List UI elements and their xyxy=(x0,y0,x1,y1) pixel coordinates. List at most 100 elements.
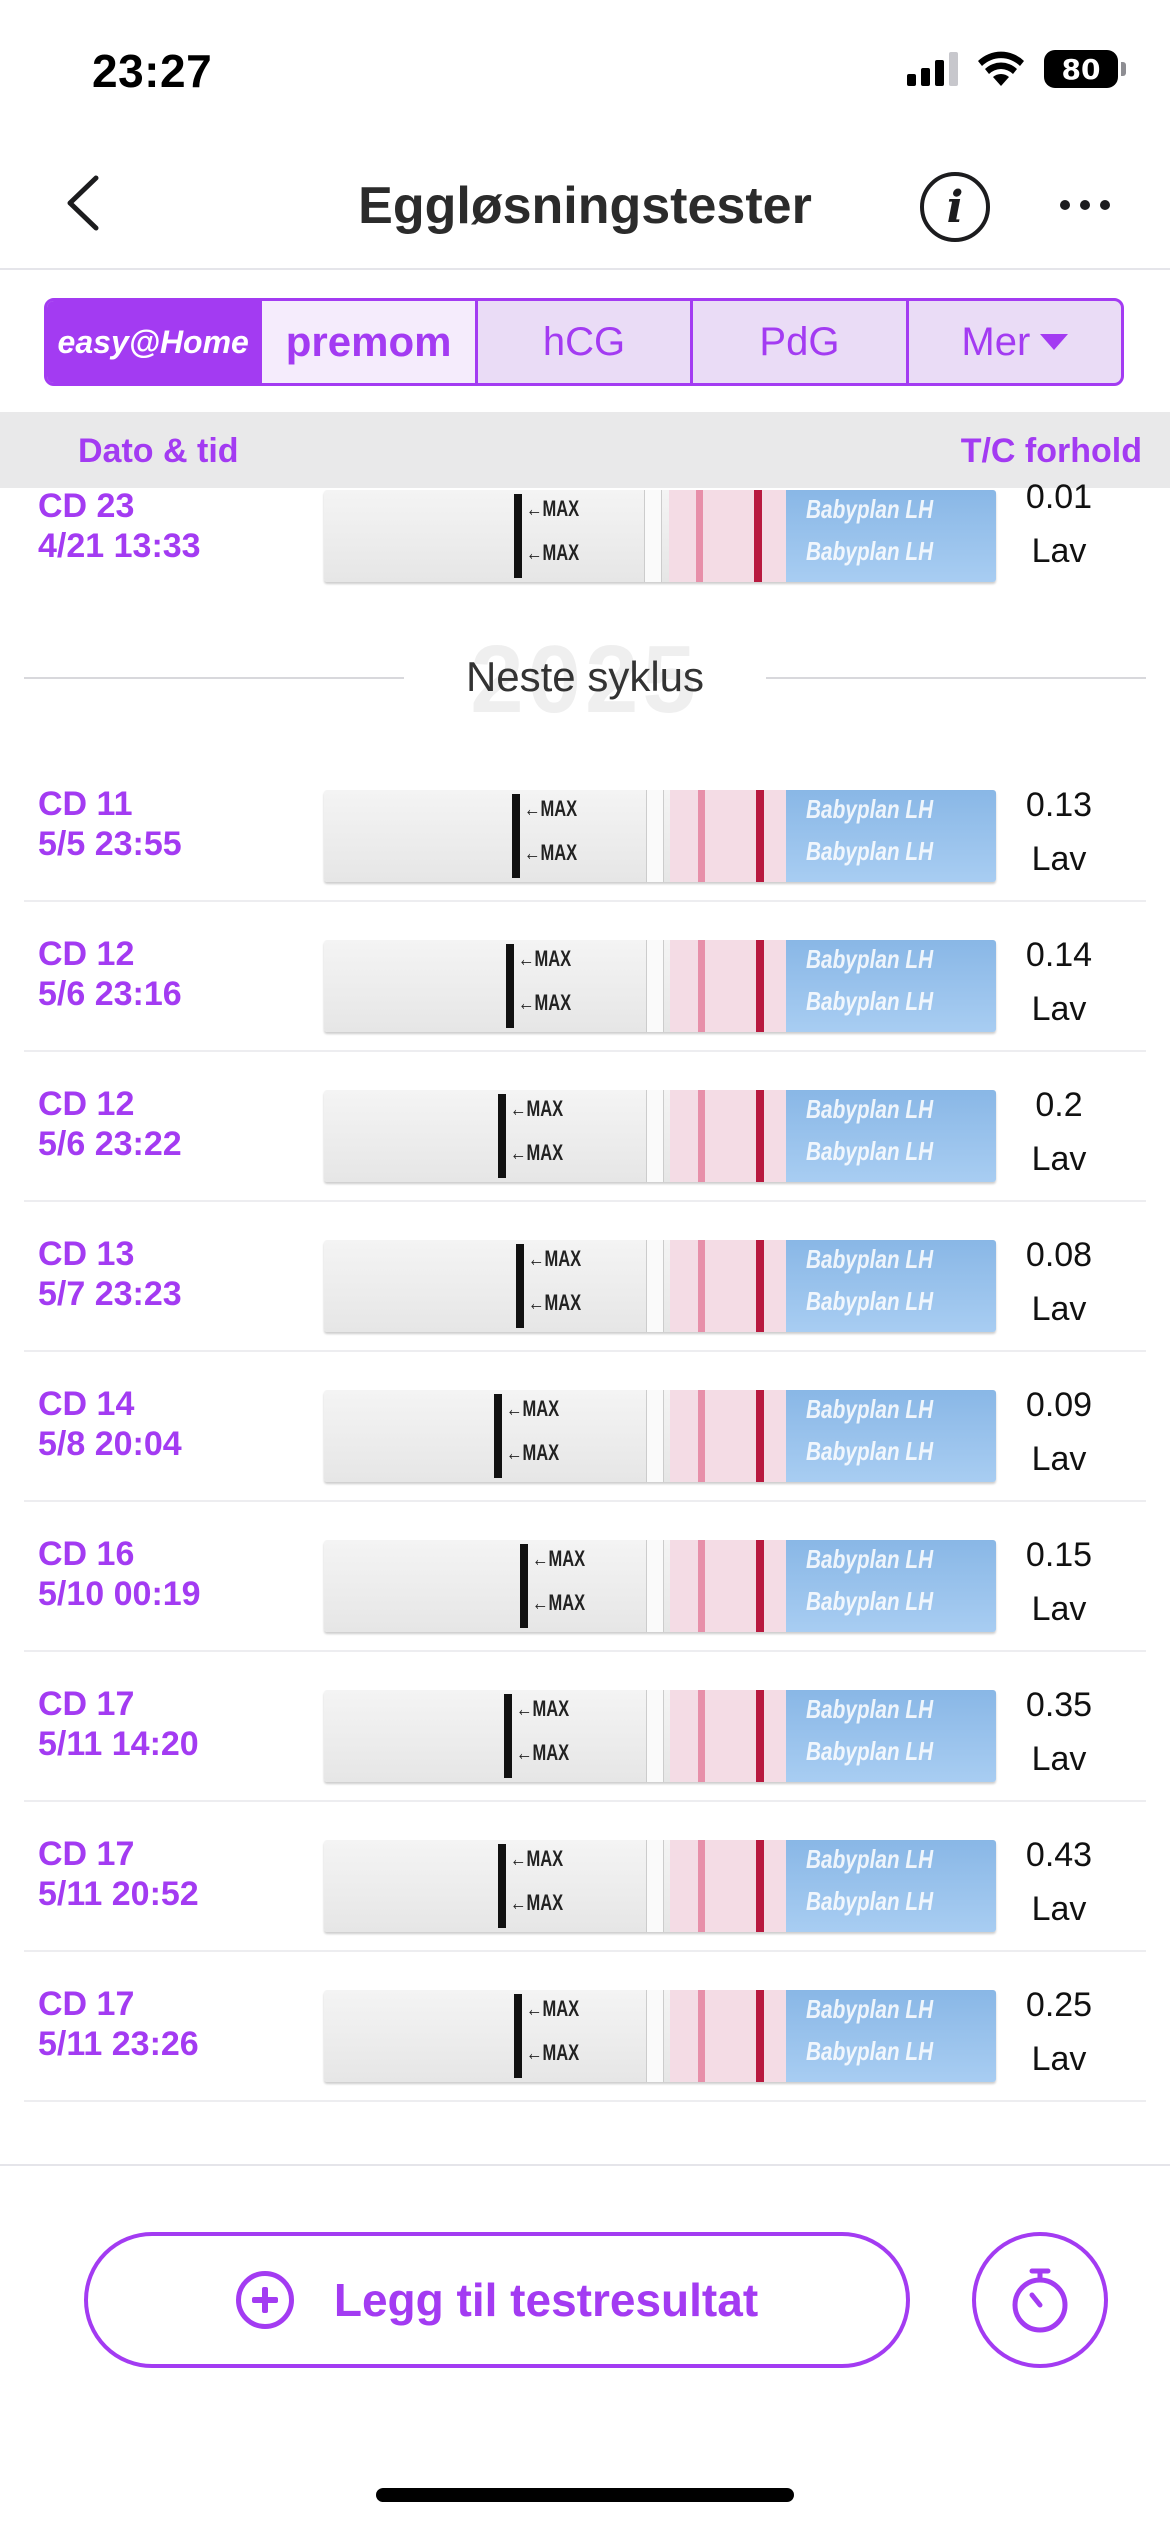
test-type-tabs: easy@Home premom hCG PdG Mer xyxy=(44,298,1124,386)
strip-max-label: ←MAX xyxy=(524,796,578,821)
cycle-day: CD 23 xyxy=(38,487,135,525)
strip-max-label: ←MAX xyxy=(532,1546,586,1571)
lh-level: Lav xyxy=(1031,1290,1087,1328)
test-strip-image: ←MAX ←MAX Babyplan LH Babyplan LH xyxy=(324,490,996,582)
add-test-result-button[interactable]: Legg til testresultat xyxy=(84,2232,910,2368)
bottom-divider xyxy=(0,2164,1170,2166)
column-header: Dato & tid T/C forhold xyxy=(0,412,1170,488)
tab-premom[interactable]: premom xyxy=(262,301,478,383)
strip-brand-label: Babyplan LH xyxy=(806,1994,934,2024)
test-row[interactable]: CD 17 5/11 20:52 ←MAX ←MAX Babyplan LH Babypl… xyxy=(24,1802,1146,1952)
strip-max-label: ←MAX xyxy=(510,1890,564,1915)
next-cycle-label: Neste syklus xyxy=(465,653,705,700)
row-date: CD 17 5/11 14:20 xyxy=(38,1684,199,1764)
cycle-day: CD 16 xyxy=(38,1535,135,1573)
tc-ratio: 0.14 xyxy=(1025,936,1093,974)
test-datetime: 5/11 23:26 xyxy=(38,2025,199,2063)
back-button[interactable] xyxy=(50,168,120,238)
test-row[interactable]: CD 13 5/7 23:23 ←MAX ←MAX Babyplan LH Babypla… xyxy=(24,1202,1146,1352)
timer-button[interactable] xyxy=(972,2232,1108,2368)
row-date: CD 16 5/10 00:19 xyxy=(38,1534,201,1614)
lh-level: Lav xyxy=(1031,1140,1087,1178)
cycle-divider: 2025 Neste syklus xyxy=(24,625,1146,735)
strip-max-label: ←MAX xyxy=(528,1246,582,1271)
strip-max-label: ←MAX xyxy=(518,990,572,1015)
strip-max-label: ←MAX xyxy=(516,1740,570,1765)
strip-brand-label: Babyplan LH xyxy=(806,1844,934,1874)
strip-max-label: ←MAX xyxy=(526,540,580,565)
strip-brand-label: Babyplan LH xyxy=(806,1886,934,1916)
info-icon: i xyxy=(946,181,964,233)
strip-brand-label: Babyplan LH xyxy=(806,2036,934,2066)
cycle-day: CD 17 xyxy=(38,1835,135,1873)
row-value: 0.14 Lav xyxy=(1004,928,1114,1036)
plus-circle-icon xyxy=(235,2271,294,2329)
test-row[interactable]: CD 12 5/6 23:16 ←MAX ←MAX Babyplan LH Babypla… xyxy=(24,902,1146,1052)
test-strip-image: ←MAX ←MAX Babyplan LH Babyplan LH xyxy=(324,1990,996,2082)
strip-max-label: ←MAX xyxy=(528,1290,582,1315)
tc-ratio: 0.01 xyxy=(1025,478,1093,516)
battery-level: 80 xyxy=(1061,52,1101,86)
test-row[interactable]: CD 12 5/6 23:22 ←MAX ←MAX Babyplan LH Babypla… xyxy=(24,1052,1146,1202)
test-row[interactable]: CD 17 5/11 14:20 ←MAX ←MAX Babyplan LH Babypl… xyxy=(24,1652,1146,1802)
lh-level: Lav xyxy=(1031,1740,1087,1778)
cycle-day: CD 11 xyxy=(38,785,133,823)
cycle-day: CD 17 xyxy=(38,1685,135,1723)
lh-level: Lav xyxy=(1031,1440,1087,1478)
tab-easy-at-home[interactable]: easy@Home xyxy=(47,301,263,383)
test-row[interactable]: CD 23 4/21 13:33 ←MAX ←MAX Babyplan LH B… xyxy=(24,470,1146,590)
test-row[interactable]: CD 11 5/5 23:55 ←MAX ←MAX Babyplan LH Babypla… xyxy=(24,752,1146,902)
add-test-result-label: Legg til testresultat xyxy=(333,2274,759,2326)
tc-ratio: 0.2 xyxy=(1035,1086,1083,1124)
tab-pdg[interactable]: PdG xyxy=(693,301,909,383)
wifi-icon xyxy=(978,51,1024,86)
strip-max-label: ←MAX xyxy=(506,1440,560,1465)
test-strip-image: ←MAX ←MAX Babyplan LH Babyplan LH xyxy=(324,1240,996,1332)
strip-brand-label: Babyplan LH xyxy=(806,1436,934,1466)
row-date: CD 17 5/11 20:52 xyxy=(38,1834,199,1914)
test-strip-image: ←MAX ←MAX Babyplan LH Babyplan LH xyxy=(324,1690,996,1782)
chevron-left-icon xyxy=(67,175,99,231)
tc-ratio: 0.08 xyxy=(1025,1236,1093,1274)
cycle-day: CD 17 xyxy=(38,1985,135,2023)
row-value: 0.13 Lav xyxy=(1004,778,1114,886)
strip-brand-label: Babyplan LH xyxy=(806,944,934,974)
row-value: 0.08 Lav xyxy=(1004,1228,1114,1336)
lh-level: Lav xyxy=(1031,1590,1087,1628)
row-date: CD 17 5/11 23:26 xyxy=(38,1984,199,2064)
tab-more[interactable]: Mer xyxy=(909,301,1121,383)
test-row[interactable]: CD 17 5/11 23:26 ←MAX ←MAX Babyplan LH Babypl… xyxy=(24,1952,1146,2102)
home-indicator xyxy=(376,2488,794,2502)
test-datetime: 5/7 23:23 xyxy=(38,1275,182,1313)
strip-max-label: ←MAX xyxy=(524,840,578,865)
strip-brand-label: Babyplan LH xyxy=(806,1136,934,1166)
row-date: CD 12 5/6 23:16 xyxy=(38,934,182,1014)
cycle-day: CD 14 xyxy=(38,1385,135,1423)
tab-more-label: Mer xyxy=(961,319,1031,364)
tc-ratio: 0.09 xyxy=(1025,1386,1093,1424)
test-row[interactable]: CD 14 5/8 20:04 ←MAX ←MAX Babyplan LH Babypla… xyxy=(24,1352,1146,1502)
column-tc-ratio: T/C forhold xyxy=(960,432,1142,470)
strip-max-label: ←MAX xyxy=(526,1996,580,2021)
test-strip-image: ←MAX ←MAX Babyplan LH Babyplan LH xyxy=(324,1390,996,1482)
row-value: 0.09 Lav xyxy=(1004,1378,1114,1486)
row-value: 0.2 Lav xyxy=(1004,1078,1114,1186)
info-button[interactable]: i xyxy=(920,172,990,242)
lh-level: Lav xyxy=(1031,840,1087,878)
tc-ratio: 0.35 xyxy=(1025,1686,1093,1724)
cycle-day: CD 12 xyxy=(38,935,135,973)
test-row[interactable]: CD 16 5/10 00:19 ←MAX ←MAX Babyplan LH Babypl… xyxy=(24,1502,1146,1652)
strip-brand-label: Babyplan LH xyxy=(806,494,934,524)
test-datetime: 5/5 23:55 xyxy=(38,825,182,863)
tab-hcg[interactable]: hCG xyxy=(478,301,694,383)
tc-ratio: 0.43 xyxy=(1025,1836,1093,1874)
row-date: CD 14 5/8 20:04 xyxy=(38,1384,182,1464)
more-icon xyxy=(1060,200,1070,210)
strip-brand-label: Babyplan LH xyxy=(806,1244,934,1274)
more-button[interactable] xyxy=(1050,170,1120,240)
row-value: 0.25 Lav xyxy=(1004,1978,1114,2086)
test-strip-image: ←MAX ←MAX Babyplan LH Babyplan LH xyxy=(324,940,996,1032)
strip-max-label: ←MAX xyxy=(506,1396,560,1421)
strip-brand-label: Babyplan LH xyxy=(806,1586,934,1616)
tc-ratio: 0.13 xyxy=(1025,786,1093,824)
